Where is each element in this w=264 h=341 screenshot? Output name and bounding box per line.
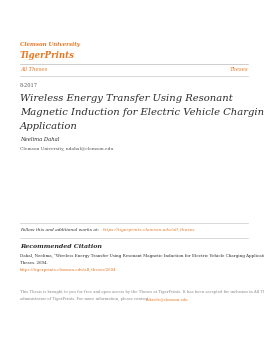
Text: Clemson University, ndahal@clemson.edu: Clemson University, ndahal@clemson.edu [20, 147, 113, 151]
Text: kokeefe@clemson.edu: kokeefe@clemson.edu [146, 297, 188, 301]
Text: Dahal, Neelima, "Wireless Energy Transfer Using Resonant Magnetic Induction for : Dahal, Neelima, "Wireless Energy Transfe… [20, 254, 264, 258]
Text: https://tigerprints.clemson.edu/all_theses/2694: https://tigerprints.clemson.edu/all_thes… [20, 268, 117, 272]
Text: All Theses: All Theses [20, 67, 47, 72]
Text: 8-2017: 8-2017 [20, 83, 38, 88]
Text: https://tigerprints.clemson.edu/all_theses: https://tigerprints.clemson.edu/all_thes… [103, 228, 196, 232]
Text: TigerPrints: TigerPrints [20, 51, 75, 60]
Text: Neelima Dahal: Neelima Dahal [20, 137, 59, 142]
Text: administrator of TigerPrints. For more information, please contact: administrator of TigerPrints. For more i… [20, 297, 149, 301]
Text: This Thesis is brought to you for free and open access by the Theses at TigerPri: This Thesis is brought to you for free a… [20, 290, 264, 294]
Text: Follow this and additional works at:: Follow this and additional works at: [20, 228, 101, 232]
Text: Magnetic Induction for Electric Vehicle Charging: Magnetic Induction for Electric Vehicle … [20, 108, 264, 117]
Text: Application: Application [20, 122, 78, 131]
Text: Theses: Theses [229, 67, 248, 72]
Text: Recommended Citation: Recommended Citation [20, 244, 102, 249]
Text: Wireless Energy Transfer Using Resonant: Wireless Energy Transfer Using Resonant [20, 94, 233, 103]
Text: Theses. 2694.: Theses. 2694. [20, 261, 48, 265]
Text: Clemson University: Clemson University [20, 42, 80, 47]
